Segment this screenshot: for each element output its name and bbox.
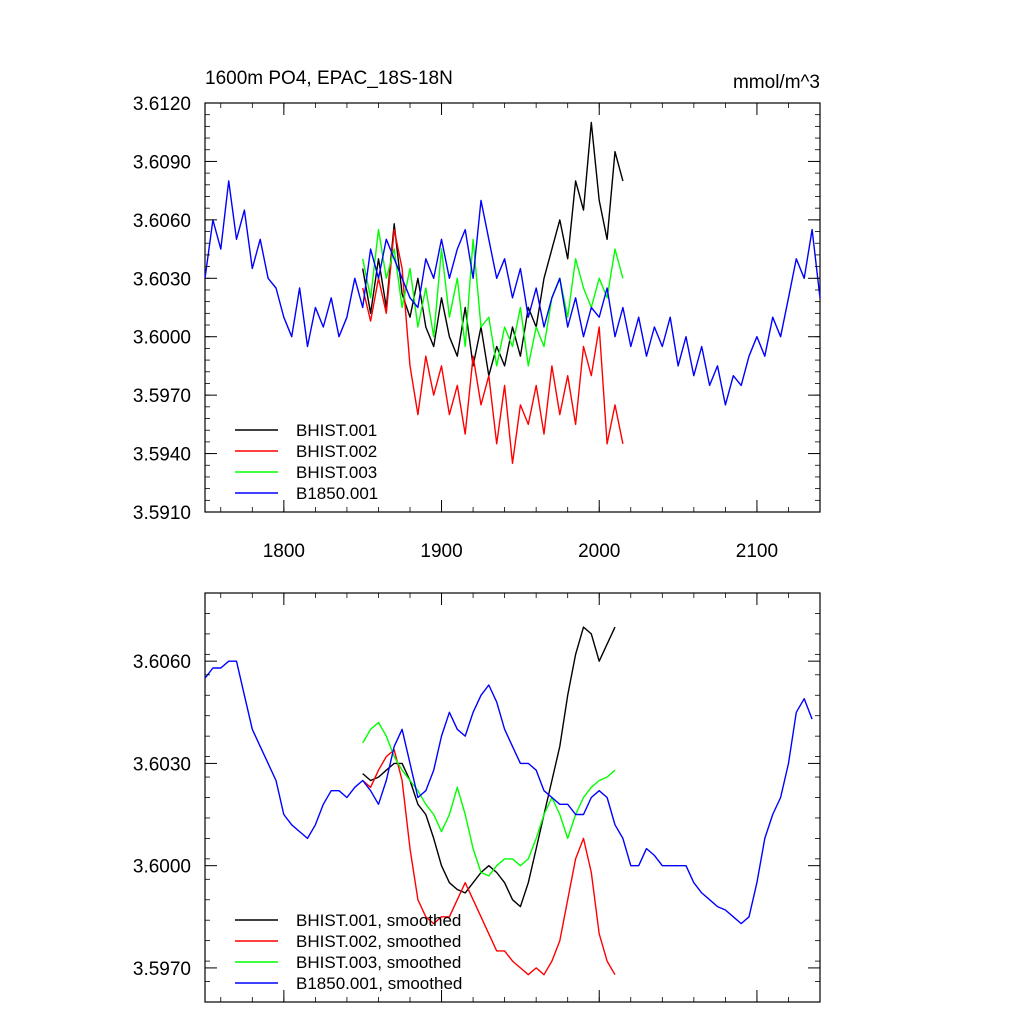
bottom-ytick-label: 3.6060	[133, 652, 191, 673]
top-xtick-label: 2000	[578, 541, 620, 562]
top-series-line-2	[362, 228, 624, 367]
top-ytick-label: 3.6030	[133, 269, 191, 290]
bottom-ytick-label: 3.6030	[133, 754, 191, 775]
bottom-legend-label-2: BHIST.003, smoothed	[296, 953, 461, 972]
top-ytick-label: 3.5940	[133, 445, 191, 466]
bottom-legend-label-1: BHIST.002, smoothed	[296, 932, 461, 951]
bottom-ticks-group: 3.5970 3.6000 3.6030 3.6060	[133, 592, 821, 1003]
top-chart-units: mmol/m^3	[733, 72, 820, 93]
bottom-series-line-3	[204, 660, 813, 925]
bottom-series-group	[204, 626, 813, 976]
top-ytick-label: 3.6120	[133, 94, 191, 115]
bottom-series-line-2	[362, 721, 616, 877]
top-legend-label-0: BHIST.001	[296, 421, 377, 440]
top-series-line-1	[362, 228, 624, 464]
top-xtick-label: 2100	[736, 541, 778, 562]
top-legend: BHIST.001 BHIST.002 BHIST.003 B1850.001	[235, 421, 378, 503]
bottom-ytick-label: 3.5970	[133, 959, 191, 980]
top-chart-title: 1600m PO4, EPAC_18S-18N	[205, 68, 453, 89]
top-ytick-label: 3.6060	[133, 211, 191, 232]
bottom-plot: 3.5970 3.6000 3.6030 3.6060 BHIST.001, smoo…	[133, 592, 821, 1003]
top-legend-label-2: BHIST.003	[296, 463, 377, 482]
top-legend-label-3: B1850.001	[296, 484, 378, 503]
bottom-legend-label-3: B1850.001, smoothed	[296, 974, 462, 993]
top-ytick-label: 3.5910	[133, 503, 191, 524]
top-xtick-label: 1900	[420, 541, 462, 562]
top-series-group	[204, 121, 821, 464]
top-legend-label-1: BHIST.002	[296, 442, 377, 461]
top-ytick-label: 3.6000	[133, 328, 191, 349]
top-ytick-label: 3.6090	[133, 152, 191, 173]
bottom-legend: BHIST.001, smoothed BHIST.002, smoothed BH…	[235, 911, 462, 993]
top-series-line-3	[204, 180, 821, 406]
top-plot-frame	[204, 102, 821, 513]
top-series-line-0	[362, 121, 624, 377]
top-plot: 1600m PO4, EPAC_18S-18N mmol/m^3 3.59103…	[133, 68, 821, 562]
bottom-series-line-1	[362, 749, 616, 976]
top-ytick-label: 3.5970	[133, 386, 191, 407]
bottom-legend-label-0: BHIST.001, smoothed	[296, 911, 461, 930]
bottom-ytick-label: 3.6000	[133, 857, 191, 878]
top-xtick-label: 1800	[263, 541, 305, 562]
bottom-series-line-0	[362, 626, 616, 908]
top-ticks-group: 3.5910 3.5940 3.5970 3.6000 3.6030 3.6060 3.60…	[133, 94, 821, 562]
